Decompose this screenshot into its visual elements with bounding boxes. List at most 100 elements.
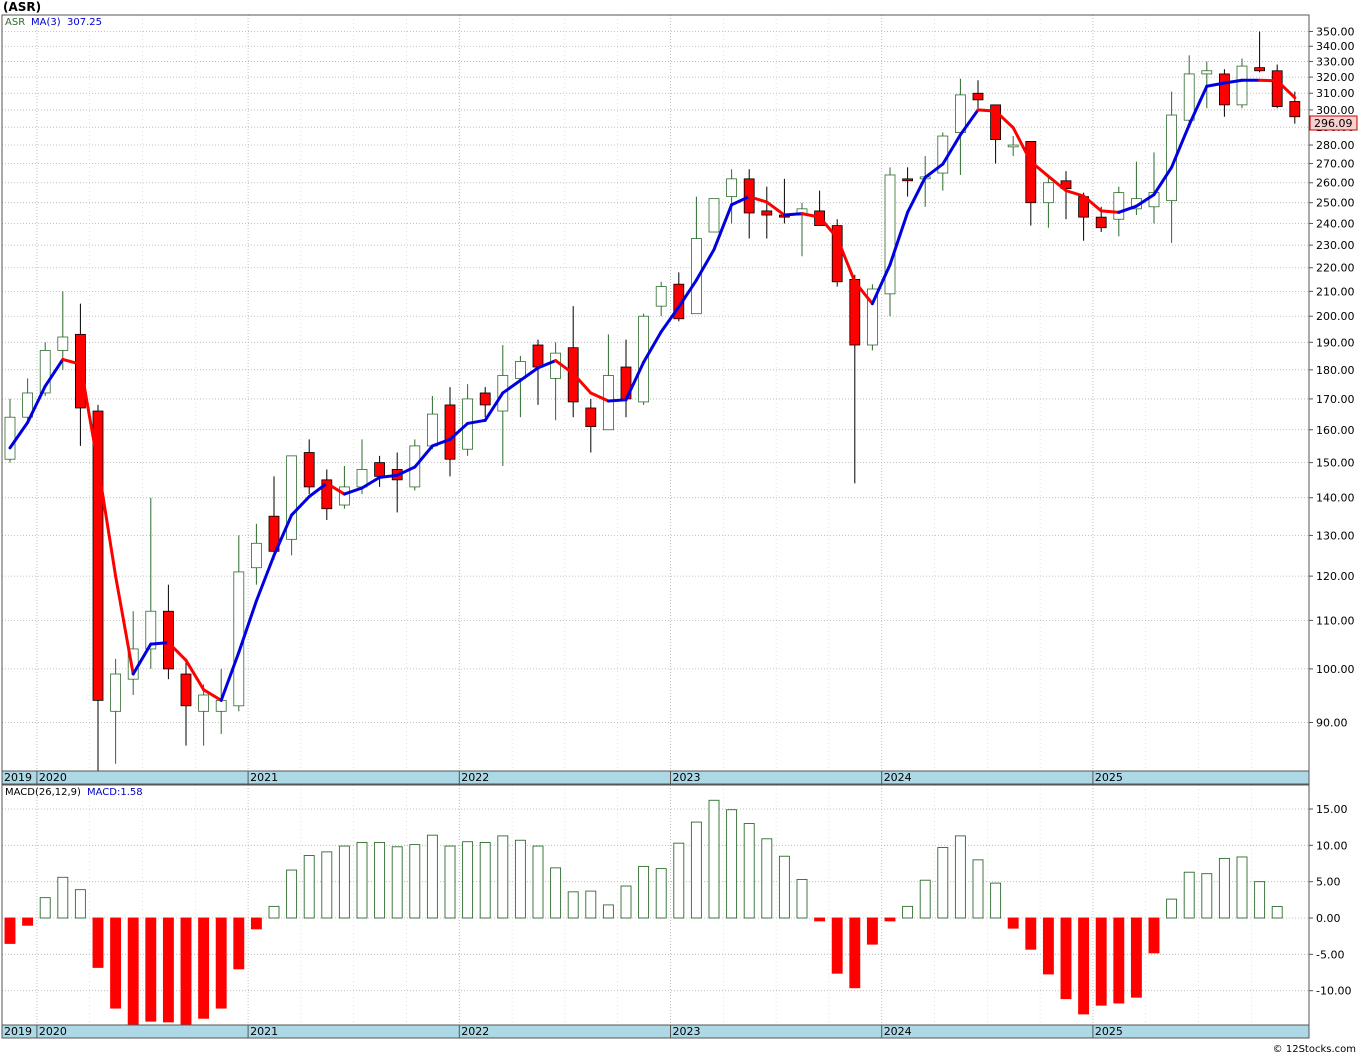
legend-symbol: ASR: [5, 17, 25, 28]
candle-body: [375, 463, 385, 477]
macd-bar: [1096, 918, 1106, 1005]
macd-bar: [498, 836, 508, 918]
macd-bar: [445, 846, 455, 918]
candle-body: [93, 411, 103, 700]
macd-tick-label: 0.00: [1316, 912, 1341, 925]
macd-bar: [1167, 899, 1177, 918]
candle-body: [1114, 193, 1124, 220]
macd-bar: [427, 835, 437, 918]
macd-bar: [480, 842, 490, 918]
candle-body: [1008, 145, 1018, 147]
price-tick-label: 310.00: [1316, 87, 1355, 100]
macd-bar: [832, 918, 842, 973]
macd-bar: [709, 800, 719, 918]
ma-segment: [151, 643, 169, 644]
macd-bar: [621, 886, 631, 918]
candle-body: [304, 453, 314, 487]
macd-bar: [727, 810, 737, 918]
candle-body: [181, 674, 191, 706]
year-label: 2024: [884, 771, 912, 784]
macd-bar: [1114, 918, 1124, 1003]
price-tick-label: 330.00: [1316, 55, 1355, 68]
macd-bar: [1061, 918, 1071, 999]
macd-bar: [1202, 874, 1212, 918]
candle-body: [586, 408, 596, 427]
macd-bar: [75, 890, 85, 918]
price-tick-label: 150.00: [1316, 457, 1355, 470]
macd-bar: [797, 879, 807, 918]
macd-tick-label: -10.00: [1316, 985, 1351, 998]
candle-body: [251, 543, 261, 567]
macd-bar: [551, 868, 561, 918]
macd-bar: [339, 846, 349, 918]
macd-tick-label: 5.00: [1316, 876, 1341, 889]
macd-bar: [691, 822, 701, 918]
macd-bar: [1255, 882, 1265, 918]
macd-legend-params: MACD(26,12,9): [5, 787, 81, 798]
macd-bar: [1008, 918, 1018, 928]
candle-body: [850, 279, 860, 345]
macd-bar: [463, 842, 473, 918]
macd-bar: [1131, 918, 1141, 997]
macd-bar: [163, 918, 173, 1022]
candle-body: [5, 417, 15, 459]
price-tick-label: 340.00: [1316, 40, 1355, 53]
ma-segment: [978, 110, 996, 111]
year-label: 2022: [461, 1025, 489, 1038]
macd-bar: [128, 918, 138, 1024]
macd-bar: [762, 839, 772, 918]
macd-bar: [322, 852, 332, 918]
price-tick-label: 200.00: [1316, 310, 1355, 323]
price-tick-label: 260.00: [1316, 177, 1355, 190]
price-tick-label: 170.00: [1316, 393, 1355, 406]
macd-bar: [40, 898, 50, 918]
last-price-label: 296.09: [1314, 117, 1353, 130]
macd-bar: [58, 877, 68, 918]
macd-bar: [1043, 918, 1053, 974]
candle-body: [216, 700, 226, 711]
candle-body: [445, 405, 455, 459]
macd-bar: [251, 918, 261, 929]
candle-body: [1043, 183, 1053, 203]
year-label: 2025: [1095, 1025, 1123, 1038]
year-label: 2021: [250, 1025, 278, 1038]
candle-body: [339, 487, 349, 505]
price-tick-label: 280.00: [1316, 139, 1355, 152]
price-tick-label: 180.00: [1316, 364, 1355, 377]
macd-bar: [656, 869, 666, 918]
macd-bar: [850, 918, 860, 988]
candle-body: [903, 179, 913, 181]
year-label: 2022: [461, 771, 489, 784]
macd-bar: [639, 866, 649, 918]
candle-body: [163, 611, 173, 669]
legend-ma: MA(3): [31, 17, 61, 28]
candle-body: [1237, 66, 1247, 105]
macd-bar: [93, 918, 103, 967]
macd-bar: [674, 843, 684, 918]
macd-bar: [1219, 858, 1229, 918]
macd-bar: [199, 918, 209, 1018]
ma-segment: [1101, 211, 1119, 212]
candle-body: [199, 695, 209, 711]
macd-bar: [603, 905, 613, 918]
macd-bar: [1184, 872, 1194, 918]
price-tick-label: 100.00: [1316, 663, 1355, 676]
year-label: 2025: [1095, 771, 1123, 784]
candle-body: [1219, 74, 1229, 105]
candle-body: [533, 345, 543, 367]
macd-bar: [1237, 857, 1247, 918]
macd-bar: [287, 870, 297, 918]
candle-body: [762, 211, 772, 215]
candle-body: [551, 353, 561, 378]
price-tick-label: 250.00: [1316, 197, 1355, 210]
candle-body: [1026, 141, 1036, 202]
ticker-title: (ASR): [3, 0, 41, 14]
macd-bar: [586, 891, 596, 918]
candle-body: [955, 95, 965, 133]
macd-bar: [568, 892, 578, 918]
candle-body: [973, 93, 983, 100]
year-label: 2021: [250, 771, 278, 784]
footer-credit: © 12Stocks.com: [1273, 1044, 1356, 1055]
macd-bar: [955, 836, 965, 918]
